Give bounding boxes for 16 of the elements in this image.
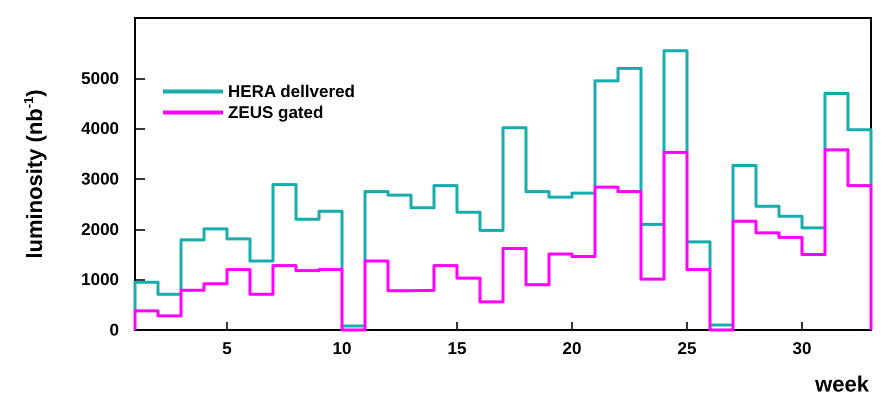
legend-label: ZEUS gated bbox=[228, 103, 324, 122]
y-tick-label: 4000 bbox=[81, 119, 119, 138]
x-tick-label: 20 bbox=[562, 339, 582, 358]
y-tick-label: 1000 bbox=[81, 270, 119, 290]
legend-label: HERA dellvered bbox=[228, 82, 355, 101]
y-tick-label: 3000 bbox=[81, 170, 119, 189]
y-tick-label: 2000 bbox=[81, 220, 119, 239]
x-axis-title: week bbox=[814, 372, 870, 396]
x-tick-label: 25 bbox=[678, 339, 696, 358]
y-tick-label: 0 bbox=[110, 320, 119, 340]
x-tick-label: 5 bbox=[222, 339, 232, 358]
x-tick-label: 10 bbox=[332, 339, 352, 358]
y-axis-title: luminosity (nb-1) bbox=[21, 89, 47, 259]
y-tick-label: 5000 bbox=[81, 68, 119, 88]
x-tick-label: 15 bbox=[448, 339, 466, 358]
x-tick-label: 30 bbox=[792, 339, 812, 358]
